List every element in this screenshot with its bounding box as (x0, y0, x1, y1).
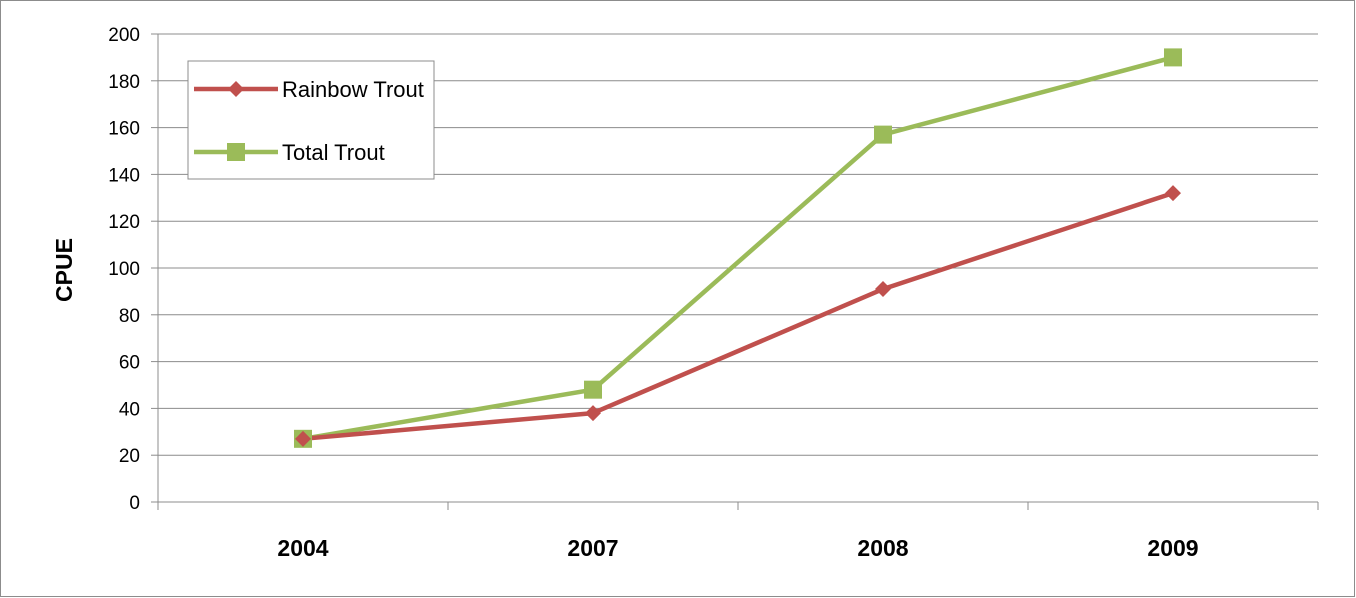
data-point-rainbow-trout (585, 405, 601, 422)
data-point-total-trout (584, 380, 602, 399)
x-category-labels: 2004 2007 2008 2009 (277, 535, 1198, 561)
series-line-total-trout (302, 55, 1174, 442)
axes (157, 34, 1319, 510)
data-point-rainbow-trout (295, 430, 311, 447)
data-point-rainbow-trout (875, 281, 891, 298)
x-category-label: 2007 (567, 535, 618, 561)
y-tick-label: 140 (108, 165, 140, 186)
data-point-total-trout (874, 125, 892, 144)
x-category-label: 2004 (277, 535, 328, 561)
legend-marker-total-trout (227, 143, 245, 161)
data-point-total-trout (1164, 48, 1182, 67)
legend-label-rainbow-trout: Rainbow Trout (282, 77, 424, 102)
y-tick-label: 180 (108, 72, 140, 93)
legend-label-total-trout: Total Trout (282, 140, 385, 165)
y-axis-title: CPUE (51, 238, 77, 302)
y-tick-label: 20 (119, 446, 140, 467)
legend: Rainbow Trout Total Trout (187, 60, 435, 180)
legend-marker-rainbow-trout (228, 81, 244, 97)
y-tick-label: 120 (108, 212, 140, 233)
y-tick-label: 160 (108, 119, 140, 140)
y-tick-label: 0 (129, 493, 140, 514)
y-tick-label: 60 (119, 353, 140, 374)
y-tick-label: 100 (108, 259, 140, 280)
y-tick-label: 80 (119, 306, 140, 327)
series-lines (302, 55, 1174, 442)
series-markers (294, 48, 1182, 448)
y-tick-labels: 0 20 40 60 80 100 120 140 160 180 200 (108, 25, 140, 514)
data-point-rainbow-trout (1165, 185, 1181, 202)
y-tick-label: 200 (108, 25, 140, 46)
x-category-label: 2008 (857, 535, 908, 561)
series-line-rainbow-trout (302, 190, 1174, 442)
x-category-label: 2009 (1147, 535, 1198, 561)
y-tick-label: 40 (119, 399, 140, 420)
